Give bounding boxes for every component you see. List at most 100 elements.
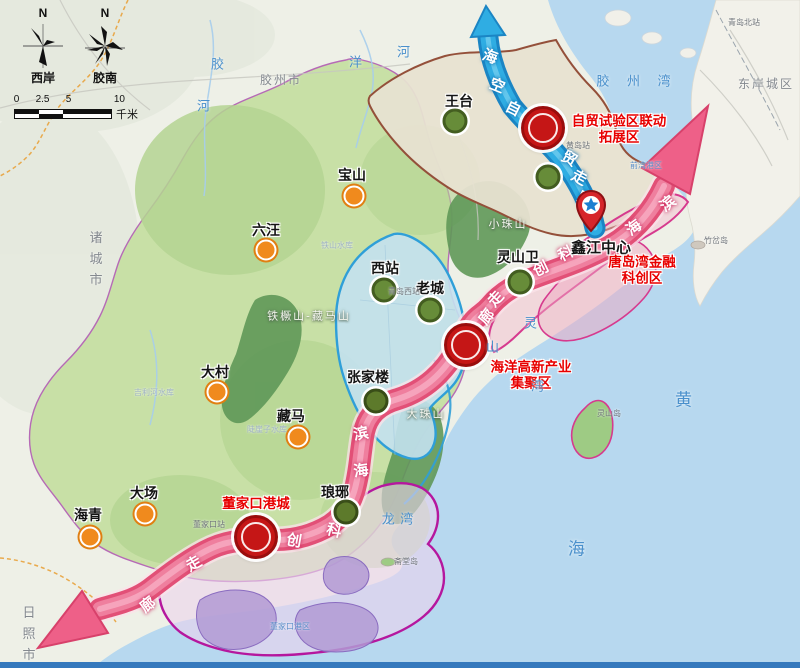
railway [715,9,781,131]
node-town-green [507,269,533,295]
town-label: 藏马 [277,408,305,424]
lingshan-island [570,399,614,460]
town-label: 大村 [201,364,229,380]
bay-islands [604,9,697,59]
compass-rose-west: N 西岸 [16,6,70,86]
node-town-green [535,164,561,190]
annotation-line: 唐岛湾金融 [608,254,676,270]
scale-tick: 0 [13,94,20,105]
map-legend: N 西岸 N [8,6,146,122]
city-label: 东岸城区 [737,77,795,91]
node-major-hub [234,515,278,559]
sea-air-corridor-char: 空 [486,75,508,97]
town-label: 老城 [416,280,444,296]
center-pin-label: 鑫江中心 [570,239,632,257]
center-pin [574,189,608,238]
node-town-green [417,297,443,323]
coastal-corridor-char: 科 [324,520,344,542]
node-town-orange [255,239,277,261]
compass-rose-jiaonan-label: 胶南 [92,71,117,85]
corridor-arrowhead-n [469,3,507,39]
compass-rose-west-icon [23,24,63,68]
water-label: 龙 湾 [381,511,415,527]
scale-ticks: 0 2.5 5 10 [14,94,138,106]
coastal-corridor-char: 海 [352,461,370,481]
minor-label: 黄岛站 [566,141,590,150]
coastal-corridor-char: 廊 [475,305,499,329]
minor-label: 董家口站 [193,520,225,529]
coastal-corridor-char: 海 [622,216,646,240]
north-label: N [100,6,110,20]
scale-bar-graphic [14,109,112,119]
port-industrial-areas [196,556,379,653]
mountain-label: 铁橛山-藏马山 [267,310,351,323]
minor-label: 铁山水库 [321,241,353,250]
compass-rose-jiaonan: N 胶南 [78,6,132,86]
town-label: 琅琊 [321,484,349,500]
town-label: 灵山卫 [497,249,539,265]
map-bottom-edge-bar [0,662,800,668]
sea-air-corridor-char: 自 [502,98,524,120]
water-label: 山 [485,339,501,355]
mountain-label: 大珠山 [406,408,446,421]
town-label: 王台 [445,93,473,109]
water-label: 胶 州 湾 [596,73,678,89]
annotation-line: 科创区 [621,270,663,285]
compass-rose-jiaonan-icon [85,26,125,66]
rivers [149,19,375,426]
coastal-corridor-char: 滨 [656,192,680,216]
scale-tick: 10 [113,94,125,105]
coastal-corridor-char: 廊 [136,593,160,617]
zhucha-island [690,240,706,250]
compass-rose-west-label: 西岸 [30,71,55,85]
water-label: 胶 [210,56,226,72]
annotation-line: 拓展区 [598,129,640,144]
minor-label: 吉利河水库 [134,388,174,397]
water-label: 洋 [348,54,364,70]
scale-tick: 5 [65,94,72,105]
scale-tick: 2.5 [35,94,50,105]
town-label: 六汪 [252,222,280,238]
town-label: 大场 [130,485,158,501]
annotation-line: 海洋高新产业 [490,359,572,375]
annotation-label: 自贸试验区联动 拓展区 [572,113,667,144]
town-label: 张家楼 [347,369,389,385]
mountain-label: 小珠山 [488,218,528,231]
node-town-orange [206,381,228,403]
annotation-label: 唐岛湾金融 科创区 [608,254,676,285]
compass-roses: N 西岸 N [8,6,146,86]
minor-label: 灵山岛 [597,409,621,418]
coastal-corridor-char: 走 [183,552,205,576]
city-label: 胶州市 [259,73,303,87]
water-label: 河 [196,98,212,114]
node-town-orange [79,526,101,548]
water-label: 海 [568,539,586,559]
scale-unit: 千米 [116,109,138,121]
node-town-olive [363,388,389,414]
node-town-orange [287,426,309,448]
annotation-line: 集聚区 [510,375,552,390]
town-label: 海青 [74,507,102,523]
node-town-orange [134,503,156,525]
annotation-label: 海洋高新产业 集聚区 [491,359,572,390]
admin-boundaries [0,0,129,623]
water-label: 灵 [523,315,539,331]
node-town-olive [333,499,359,525]
sea-air-corridor-char: 海 [480,46,500,68]
node-town-green [371,277,397,303]
minor-label: 青岛北站 [728,18,760,27]
node-major-hub [444,323,488,367]
city-label: 诸城市 [87,230,103,294]
town-label: 宝山 [338,167,366,183]
annotation-line: 董家口港城 [222,496,290,512]
water-label: 湾 [530,378,546,394]
water-label: 河 [396,44,412,60]
corridor-arrowhead-sw [35,589,110,650]
annotation-line: 自贸试验区联动 [571,113,667,129]
minor-label: 前湾港区 [630,161,662,170]
minor-label: 董家口港区 [270,622,310,631]
coastal-corridor-char: 创 [285,531,303,551]
